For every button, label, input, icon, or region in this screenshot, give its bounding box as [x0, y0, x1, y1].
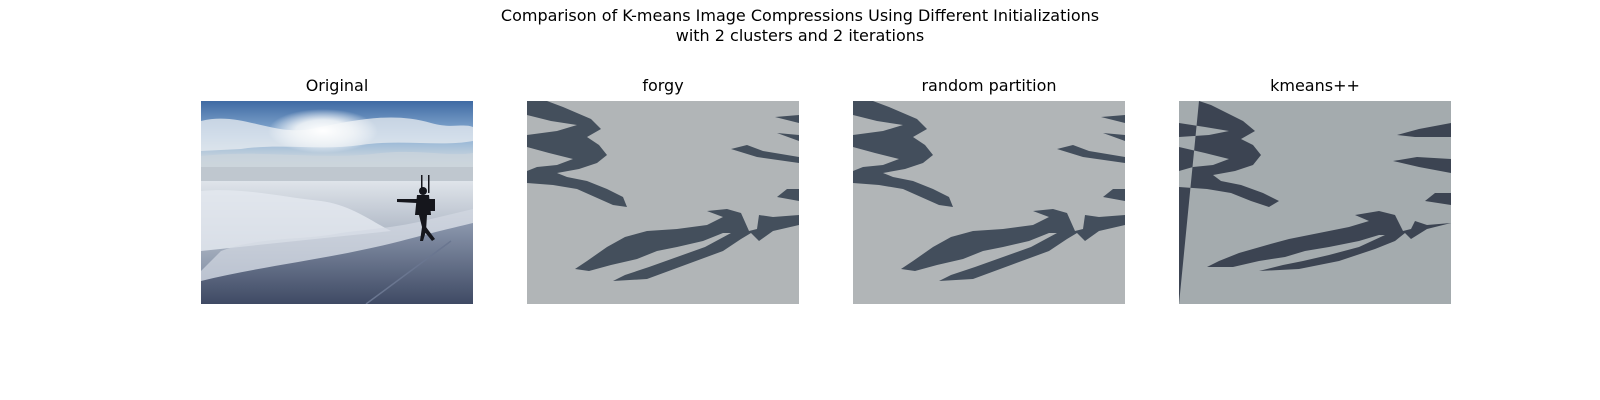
original-image	[201, 101, 473, 304]
cluster-light-region	[853, 101, 1125, 304]
panel-title-forgy: forgy	[642, 76, 684, 95]
panel-title-original: Original	[305, 76, 369, 95]
forgy-image	[527, 101, 799, 304]
cluster-light-region	[527, 101, 799, 304]
cluster-light-region	[1179, 101, 1451, 304]
figure-title: Comparison of K-means Image Compressions…	[0, 6, 1600, 46]
panel-title-random-partition: random partition	[921, 76, 1057, 95]
kmeanspp-image	[1179, 101, 1451, 304]
title-line: Comparison of K-means Image Compressions…	[500, 6, 1100, 25]
subtitle-line: with 2 clusters and 2 iterations	[675, 26, 925, 45]
random-partition-image	[853, 101, 1125, 304]
panel-title-kmeanspp: kmeans++	[1270, 76, 1360, 95]
